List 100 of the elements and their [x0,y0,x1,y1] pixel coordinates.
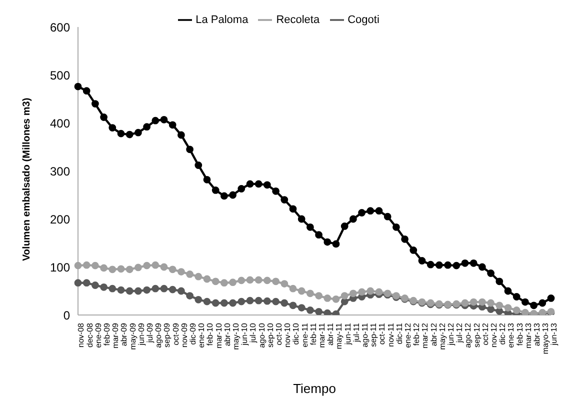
point [194,296,202,304]
x-tick-label: feb-11 [308,322,318,346]
point [496,278,504,286]
x-tick-label: abr-09 [120,322,129,346]
point [168,286,176,294]
point [229,278,236,286]
point [350,215,357,223]
point [160,263,168,271]
point [229,191,236,199]
x-tick-label: ago-10 [257,322,266,348]
point [401,235,408,243]
x-tick-label: abr-10 [222,322,232,346]
point [143,286,150,294]
point [512,306,520,314]
point [238,276,246,284]
point [92,282,99,289]
point [298,304,306,312]
y-tick-label: 100 [50,260,70,274]
x-tick-label: ene-10 [197,322,206,348]
x-tick-label: sep-09 [162,322,172,348]
y-tick-label: 600 [50,20,70,34]
x-tick-label: nov-10 [283,322,292,348]
point [504,304,512,312]
x-tick-label: may-09 [128,322,138,350]
point [160,284,168,292]
x-tick-label: ago-11 [360,322,370,348]
x-tick-label: ene-09 [94,322,103,348]
x-tick-label: dec-08 [85,322,94,348]
point [340,222,348,230]
point [203,275,211,283]
point [426,260,434,268]
x-tick-label: ene-12 [403,322,412,348]
x-tick-label: abr-13 [532,322,542,346]
x-tick-label: feb-09 [102,322,112,346]
point [350,290,357,298]
point [280,299,288,307]
point [272,298,280,306]
point [126,130,134,138]
point [229,299,236,307]
x-tick-label: mar-12 [420,322,430,348]
point [134,264,142,272]
point [238,298,246,306]
x-tick-label: oct-10 [274,322,284,346]
point [74,82,82,90]
point [272,187,280,195]
y-tick-label: 0 [63,308,70,322]
point [461,299,469,307]
point [340,292,348,300]
x-tick-label: jun-09 [136,322,146,346]
point [220,279,228,287]
point [289,205,297,213]
x-axis-title: Tiempo [293,381,336,396]
point [470,259,478,267]
x-tick-label: oct-12 [480,322,490,346]
point [366,207,374,215]
x-tick-label: sep-10 [266,322,275,348]
point [212,299,220,307]
x-tick-label: nov-11 [386,322,396,347]
point [254,276,262,284]
point [152,284,160,292]
point [306,223,314,231]
point [178,131,185,139]
point [289,302,297,310]
y-tick-label: 300 [50,164,70,178]
point [272,278,280,286]
x-tick-label: abr-11 [326,322,336,346]
point [264,297,271,305]
x-tick-label: feb-13 [515,322,524,346]
point [92,262,99,270]
point [246,276,254,284]
x-tick-label: oct-09 [171,322,180,346]
point [280,196,288,204]
x-tick-label: dic-12 [498,322,508,345]
point [92,100,99,108]
point [436,261,443,269]
point [117,130,125,138]
point [315,292,322,300]
point [82,87,90,95]
point [178,287,185,295]
x-tick-label: jul-10 [248,322,258,344]
point [461,259,469,267]
x-tick-label: ene-11 [300,322,310,348]
point [366,287,374,295]
point [530,302,538,310]
x-tick-label: mar-13 [524,322,533,348]
point [478,263,486,271]
point [108,124,116,132]
point [254,180,262,188]
point [168,266,176,274]
point [358,209,366,216]
x-tick-label: ago-09 [154,322,164,348]
point [143,262,150,270]
point [74,279,82,287]
point [108,284,116,292]
point [186,292,194,300]
x-tick-label: mayo-13 [541,322,550,354]
point [212,278,220,286]
point [289,284,297,292]
x-tick-label: dic-09 [188,322,198,345]
point [100,283,108,291]
